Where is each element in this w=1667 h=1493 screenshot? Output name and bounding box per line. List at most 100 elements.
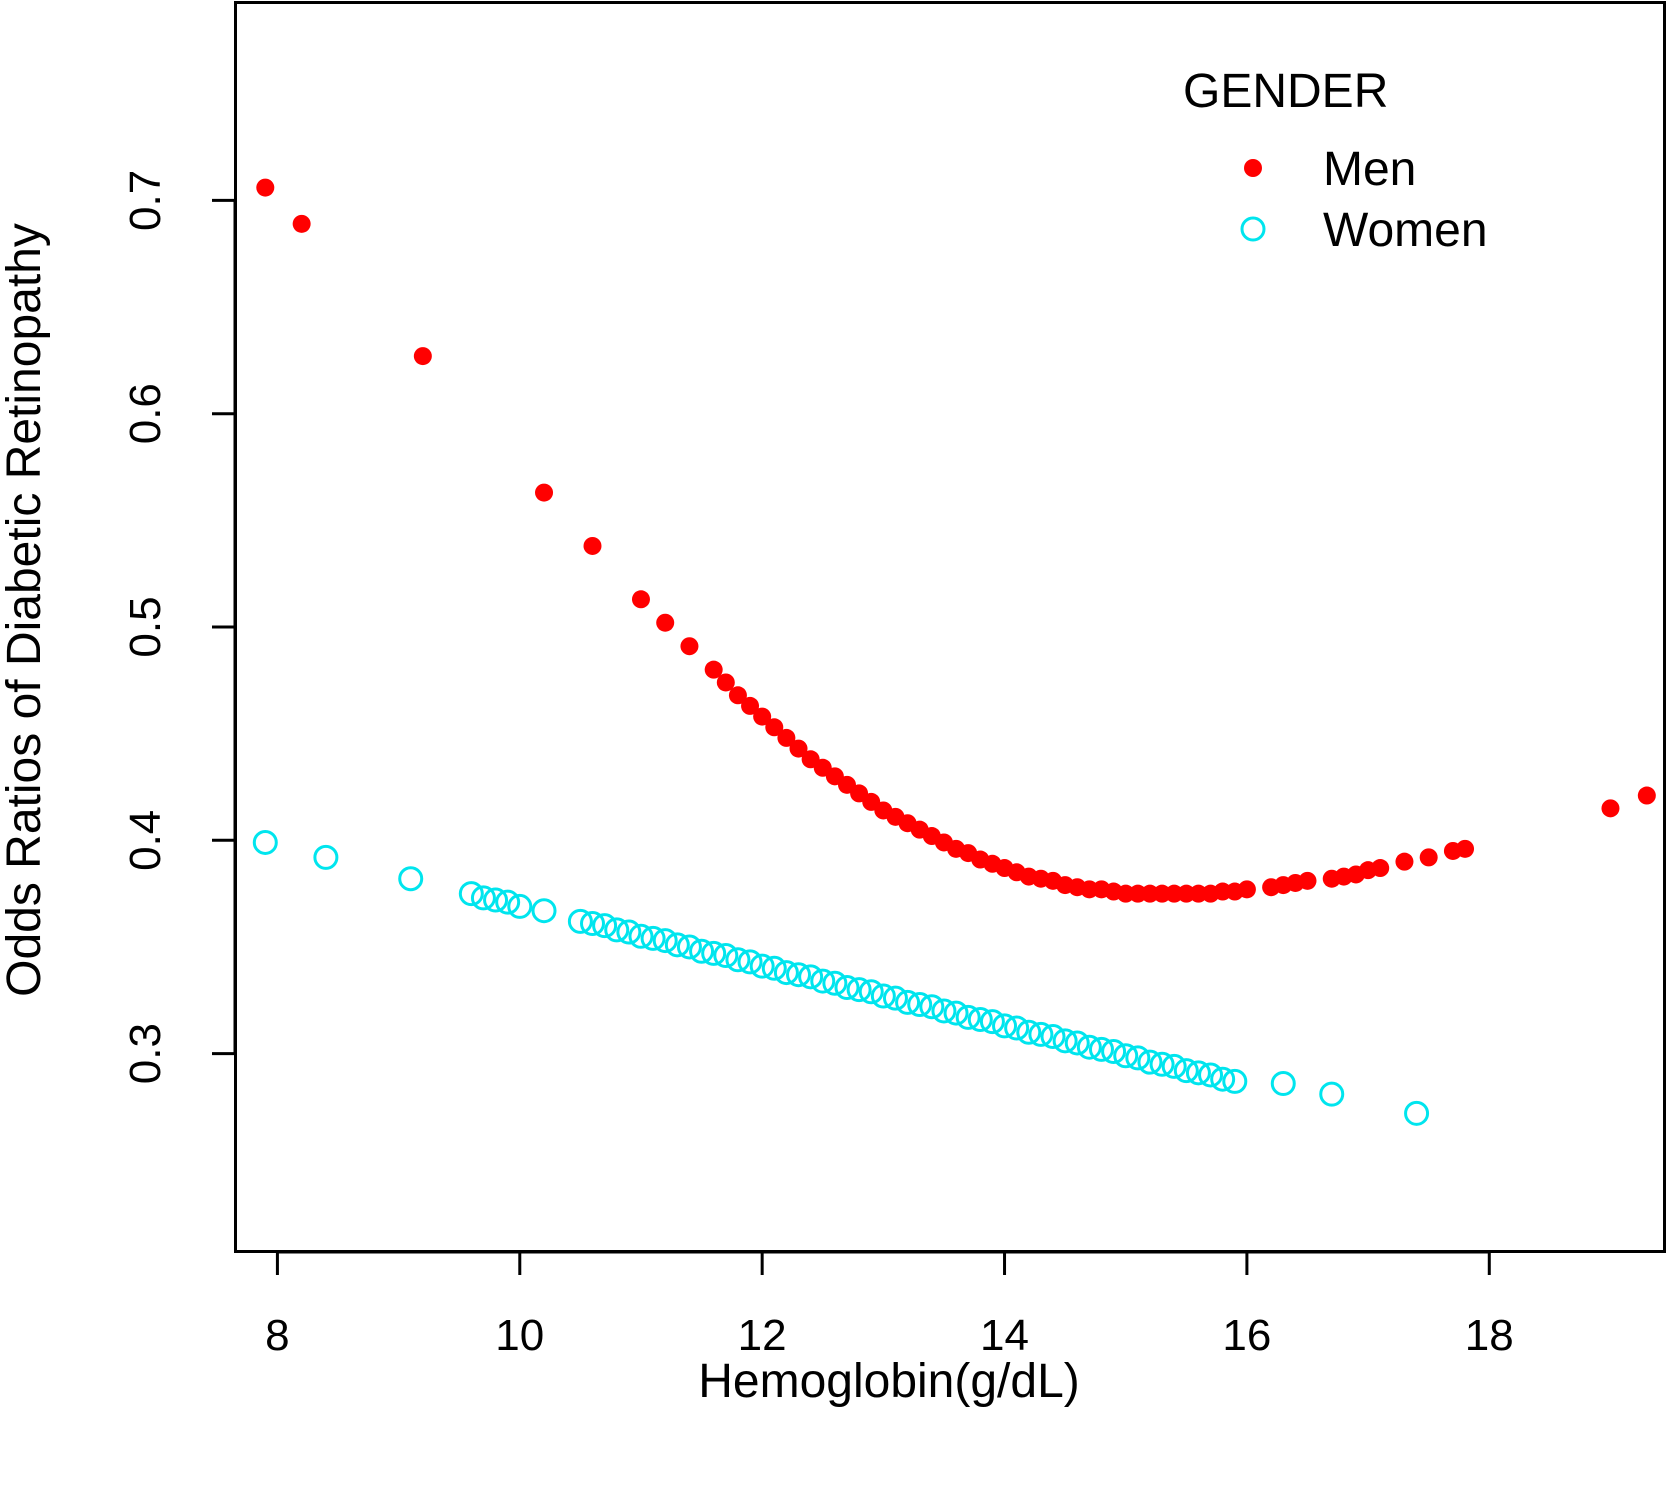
y-tick-label: 0.4 [121,810,170,871]
point-women [592,913,618,939]
point-women [1016,1019,1042,1045]
point-women [992,1013,1018,1039]
x-tick-label: 16 [1222,1311,1271,1360]
point-men [1237,880,1256,899]
legend-title: GENDER [1183,65,1388,118]
point-men [704,660,723,679]
y-tick-label: 0.3 [121,1023,170,1084]
point-men [765,718,784,737]
point-women [1040,1024,1066,1050]
point-men [716,673,735,692]
point-women [640,925,666,951]
point-women [737,949,763,975]
point-men [741,696,760,715]
x-axis-label: Hemoglobin(g/dL) [698,1355,1080,1408]
point-women [1004,1015,1030,1041]
point-women [1101,1038,1127,1064]
point-women [313,844,339,870]
point-women [1319,1081,1345,1107]
point-women [870,983,896,1009]
point-women [1161,1053,1187,1079]
point-women [1076,1034,1102,1060]
point-women [834,974,860,1000]
point-men [753,707,772,726]
x-tick-label: 10 [495,1311,544,1360]
point-women [1222,1068,1248,1094]
point-women [798,964,824,990]
point-women [943,1000,969,1026]
point-women [689,938,715,964]
point-women [749,953,775,979]
point-women [580,911,605,937]
point-men [789,739,808,758]
point-men [777,728,796,747]
point-women [979,1009,1005,1035]
point-men [413,347,432,366]
point-women [616,919,642,945]
point-men [535,483,554,502]
point-men [728,686,747,705]
point-men [1298,871,1317,890]
point-women [713,942,739,968]
x-axis: 8 10 12 14 16 18 [265,1250,1514,1360]
y-tick-label: 0.7 [121,170,170,231]
legend-women-marker [1240,216,1266,242]
point-women [931,998,957,1024]
point-women [567,908,593,934]
point-women [652,928,678,954]
x-tick-label: 8 [265,1311,289,1360]
series-men [256,178,1656,903]
point-women [664,932,690,958]
point-women [1404,1100,1430,1126]
point-women [1173,1058,1199,1084]
point-women [531,898,557,924]
legend-men-label: Men [1323,143,1416,196]
point-men [656,613,675,632]
point-women [858,979,884,1005]
point-men [1637,786,1656,805]
point-women [810,968,836,994]
y-axis-label: Odds Ratios of Diabetic Retinopathy [0,223,51,997]
legend-men-marker [1244,159,1262,177]
point-men [583,536,602,555]
point-women [604,917,630,943]
x-tick-label: 14 [980,1311,1029,1360]
point-women [967,1006,993,1032]
point-men [1456,839,1475,858]
y-tick-label: 0.6 [121,383,170,444]
legend-women-label: Women [1323,204,1488,257]
point-men [1419,848,1438,867]
point-women [895,989,921,1015]
point-women [846,977,872,1003]
point-women [1028,1021,1054,1047]
point-women [1052,1028,1078,1054]
point-women [1137,1049,1163,1075]
point-women [773,960,799,986]
point-women [252,829,278,855]
point-women [882,985,908,1011]
point-women [1149,1051,1175,1077]
point-women [676,934,702,960]
point-women [919,994,945,1020]
point-women [1198,1062,1224,1088]
point-women [1185,1060,1211,1086]
legend: GENDER Men Women [1183,65,1488,257]
point-men [1395,852,1414,871]
point-men [631,590,650,609]
point-women [495,889,521,915]
point-women [907,992,933,1018]
point-women [786,962,812,988]
point-women [725,947,751,973]
point-women [955,1004,981,1030]
series-women [252,829,1430,1126]
point-women [1125,1045,1151,1071]
point-men [680,637,699,656]
point-men [256,178,275,197]
point-men [1371,859,1390,878]
point-women [1113,1043,1139,1069]
point-women [1270,1070,1296,1096]
point-women [1064,1030,1090,1056]
y-tick-label: 0.5 [121,596,170,657]
